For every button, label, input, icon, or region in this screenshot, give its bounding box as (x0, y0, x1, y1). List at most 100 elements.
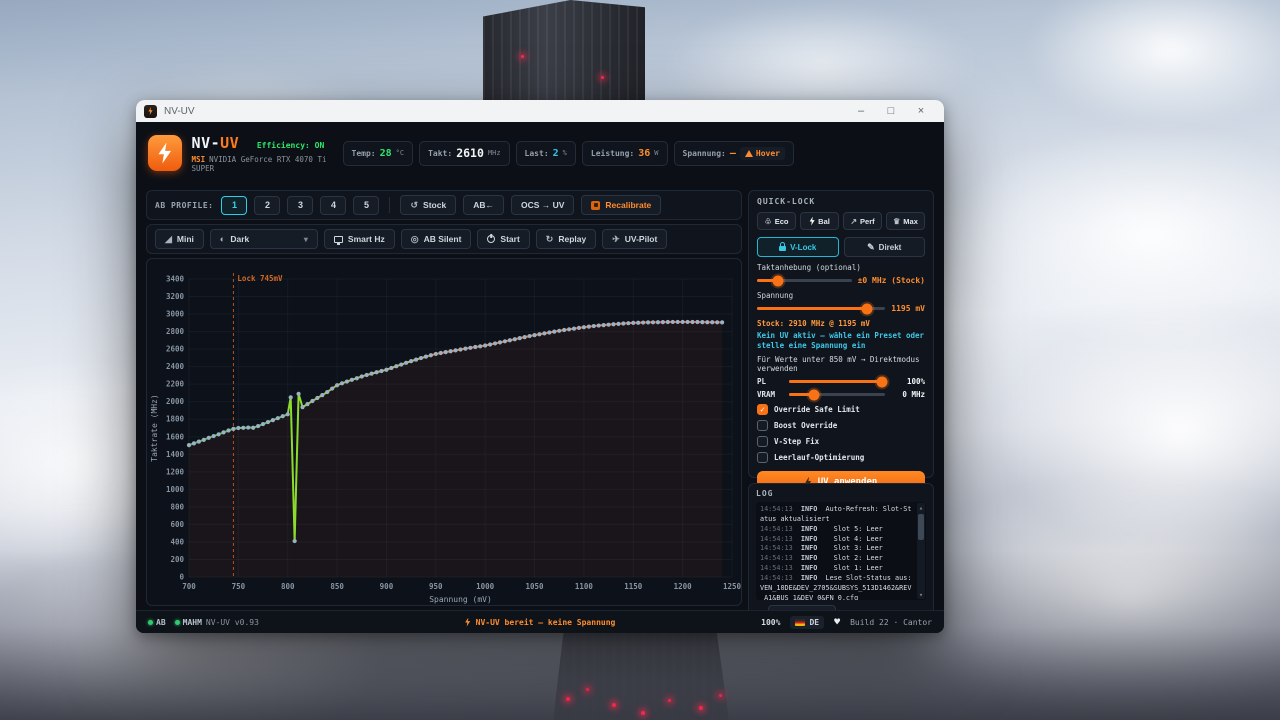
checkbox-leerlauf-optimierung[interactable]: Leerlauf-Optimierung (757, 452, 925, 464)
log-timestamp: 14:54:13 (760, 534, 801, 543)
close-button[interactable]: × (917, 105, 925, 117)
uv-hint: Kein UV aktiv — wähle ein Preset oder st… (757, 331, 925, 351)
language-selector[interactable]: DE (790, 615, 825, 629)
log-line: 14:54:13 INFO Slot 4: Leer (760, 535, 912, 545)
preset-label: Eco (774, 216, 789, 226)
svg-text:1100: 1100 (575, 582, 594, 591)
scroll-down-icon[interactable]: ▾ (918, 590, 924, 599)
slider-track[interactable] (757, 275, 852, 286)
quick-lock-panel: QUICK-LOCK ♧ Eco Bal ↗ Perf ♛ Max V-Lock ✎ Direk… (748, 190, 934, 522)
button-label: OCS → UV (520, 200, 565, 210)
log-scrollbar[interactable]: ▴ ▾ (917, 503, 925, 599)
log-line: 14:54:13 INFO Slot 2: Leer (760, 554, 912, 564)
heart-icon[interactable]: ♥ (834, 616, 841, 628)
tab-label: V-Lock (790, 242, 817, 252)
ab--button[interactable]: AB← (463, 195, 504, 215)
preset-max-button[interactable]: ♛ Max (886, 212, 925, 230)
slider-handle[interactable] (876, 376, 888, 388)
checkbox-icon[interactable]: ✓ (757, 404, 768, 416)
tower-light (521, 55, 524, 58)
profile-button-3[interactable]: 3 (287, 195, 314, 215)
replay-icon: ↻ (545, 233, 554, 244)
bolt-icon (805, 476, 812, 488)
uv-pilot-button[interactable]: ✈ UV-Pilot (602, 229, 668, 249)
log-timestamp: 14:54:13 (760, 573, 801, 582)
stock-button[interactable]: ↺ Stock (400, 195, 457, 215)
slider-track[interactable] (789, 376, 888, 388)
preset-bal-button[interactable]: Bal (800, 212, 839, 230)
inline-sliders: PL 100% VRAM 0 MHz (757, 376, 925, 401)
checkbox-icon[interactable] (757, 436, 768, 448)
preset-eco-button[interactable]: ♧ Eco (757, 212, 796, 230)
app-logo (148, 135, 182, 171)
power-icon (487, 235, 496, 243)
header-stat-spannung: Spannung: — Hover (673, 140, 794, 166)
stat-unit: °C (395, 149, 405, 157)
tab-v-lock[interactable]: V-Lock (757, 237, 839, 257)
log-message: Lese Slot-Status aus: VEN_10DE&DEV_2705&… (760, 573, 916, 600)
page-title: NV-UV (191, 134, 240, 152)
scroll-thumb[interactable] (918, 514, 924, 540)
svg-text:700: 700 (182, 582, 196, 591)
log-level: INFO (800, 524, 826, 533)
profile-button-5[interactable]: 5 (353, 195, 380, 215)
uv-curve-chart[interactable]: 0 200 400 600 800 1000 1200 1400 1600 1800 2000 220… (146, 258, 742, 606)
bolt-icon (809, 216, 815, 226)
status-bar: AB MAHM NV-UV v0.93 NV-UV bereit — keine … (136, 610, 944, 633)
ocs-uv-button[interactable]: OCS → UV (510, 195, 575, 215)
pencil-icon: ✎ (867, 241, 875, 252)
window-titlebar[interactable]: NV-UV – □ × (136, 100, 944, 122)
slider-handle[interactable] (772, 275, 784, 286)
dark-button[interactable]: ◐ Dark ▾ (209, 229, 318, 249)
slider-label: PL (757, 377, 767, 387)
header-stat-temp: Temp: 28 °C (342, 140, 414, 166)
slider-handle[interactable] (861, 303, 873, 314)
checkbox-v-step-fix[interactable]: V-Step Fix (757, 436, 925, 448)
window-title: NV-UV (164, 105, 195, 117)
indicator-mahm: MAHM (174, 618, 202, 627)
tower-light (699, 706, 703, 710)
slider-track[interactable] (789, 389, 885, 401)
minimize-button[interactable]: – (857, 105, 865, 117)
svg-text:Spannung (mV): Spannung (mV) (429, 595, 492, 604)
option-checkboxes: ✓ Override Safe Limit Boost Override V-Step… (757, 404, 925, 464)
checkbox-icon[interactable] (757, 452, 768, 464)
divider (389, 197, 391, 213)
tab-direkt[interactable]: ✎ Direkt (843, 237, 925, 257)
tower-light (668, 699, 671, 702)
profile-button-1[interactable]: 1 (221, 195, 248, 215)
tower-light (601, 76, 604, 79)
slider-handle[interactable] (808, 389, 820, 401)
recalibrate-button[interactable]: Recalibrate (581, 195, 662, 215)
ab-silent-button[interactable]: ◎ AB Silent (400, 229, 472, 249)
svg-text:2400: 2400 (166, 362, 185, 371)
scroll-up-icon[interactable]: ▴ (918, 503, 924, 512)
checkbox-override-safe-limit[interactable]: ✓ Override Safe Limit (757, 404, 925, 416)
log-line: 14:54:13 INFO Slot 3: Leer (760, 544, 912, 554)
checkbox-icon[interactable] (757, 420, 768, 432)
svg-text:1800: 1800 (166, 415, 185, 424)
checkbox-boost-override[interactable]: Boost Override (757, 420, 925, 432)
preset-perf-button[interactable]: ↗ Perf (843, 212, 882, 230)
area-chart-icon: ◢ (165, 233, 172, 244)
stat-value: 2610 (456, 146, 484, 160)
button-label: Start (500, 234, 520, 244)
profile-button-4[interactable]: 4 (320, 195, 347, 215)
profile-button-2[interactable]: 2 (254, 195, 281, 215)
slider-fill (757, 307, 868, 310)
reset-icon: ↺ (410, 199, 419, 210)
start-button[interactable]: Start (477, 229, 530, 249)
header-stat-last: Last: 2% (515, 140, 576, 166)
gpu-brand: MSI (191, 155, 206, 164)
slider-track[interactable] (757, 303, 886, 314)
mini-button[interactable]: ◢ Mini (155, 229, 204, 249)
chart-svg[interactable]: 0 200 400 600 800 1000 1200 1400 1600 1800 2000 220… (147, 259, 741, 605)
smart-hz-button[interactable]: Smart Hz (323, 229, 395, 249)
stock-info: Stock: 2910 MHz @ 1195 mV (757, 319, 870, 328)
replay-button[interactable]: ↻ Replay (535, 229, 597, 249)
slider-label: Spannung (757, 291, 794, 300)
header-stat-leistung: Leistung: 36 W (581, 140, 668, 166)
button-label: UV-Pilot (624, 234, 658, 244)
maximize-button[interactable]: □ (887, 105, 895, 117)
preset-buttons: ♧ Eco Bal ↗ Perf ♛ Max (757, 212, 925, 230)
